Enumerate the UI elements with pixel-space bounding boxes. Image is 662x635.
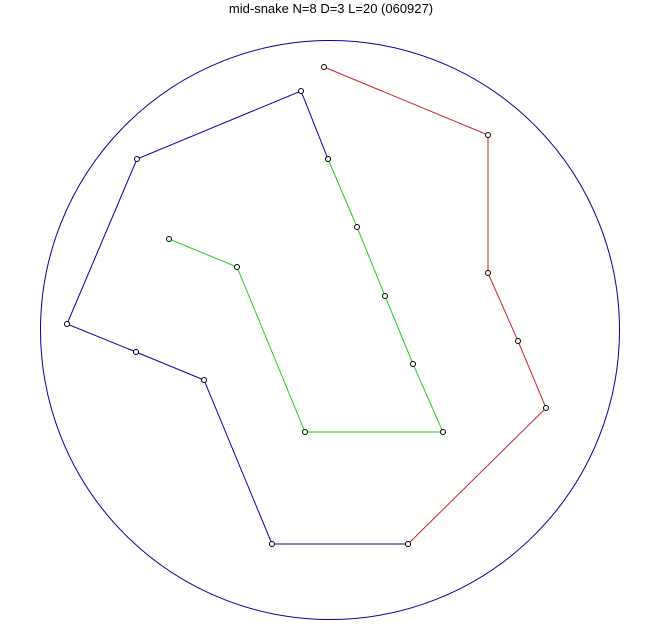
blue-snake-vertex-marker <box>133 349 139 355</box>
green-snake-vertex-marker <box>234 264 240 270</box>
green-snake-vertex-marker <box>302 429 308 435</box>
green-snake-vertex-marker <box>354 224 360 230</box>
boundary-circle <box>40 40 620 620</box>
blue-snake-vertex-marker <box>134 156 140 162</box>
red-snake-vertex-marker <box>515 338 521 344</box>
plot-title: mid-snake N=8 D=3 L=20 (060927) <box>228 1 434 16</box>
blue-snake-vertex-marker <box>269 541 275 547</box>
green-snake-vertex-marker <box>166 236 172 242</box>
red-snake-path <box>323 66 547 545</box>
blue-snake-vertex-marker <box>298 88 304 94</box>
green-snake-vertex-marker <box>410 361 416 367</box>
green-snake-vertex-marker <box>325 156 331 162</box>
green-snake-vertex-marker <box>440 429 446 435</box>
red-snake-vertex-marker <box>485 270 491 276</box>
blue-snake-path <box>66 90 408 545</box>
green-snake-vertex-marker <box>382 293 388 299</box>
red-snake-vertex-marker <box>543 405 549 411</box>
red-snake-vertex-marker <box>321 64 327 70</box>
blue-snake-vertex-marker <box>201 377 207 383</box>
blue-snake-vertex-marker <box>64 321 70 327</box>
red-snake-vertex-marker <box>405 541 411 547</box>
green-snake-path <box>168 158 444 433</box>
red-snake-vertex-marker <box>485 132 491 138</box>
